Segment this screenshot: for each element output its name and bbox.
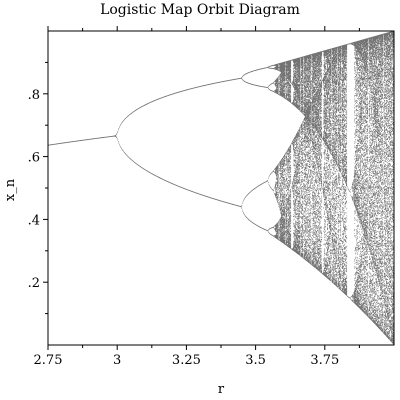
y-axis-ticks: .2 .4 .6 .8	[28, 61, 48, 315]
y-tick-label: .8	[28, 88, 40, 103]
y-tick-label: .2	[28, 276, 40, 291]
x-tick-label: 3.25	[172, 353, 201, 368]
y-tick-label: .6	[28, 151, 40, 166]
y-tick-label: .4	[28, 213, 40, 228]
x-axis-ticks: 2.75 3 3.25 3.5 3.75	[34, 26, 360, 368]
x-tick-label: 3	[113, 353, 121, 368]
x-tick-label: 3.5	[245, 353, 266, 368]
orbit-points-series	[48, 30, 395, 346]
x-axis-label: r	[218, 382, 225, 397]
y-axis-label: x_n	[3, 178, 18, 201]
chart-title: Logistic Map Orbit Diagram	[100, 2, 300, 18]
orbit-points	[48, 30, 395, 346]
x-tick-label: 3.75	[310, 353, 339, 368]
x-tick-label: 2.75	[34, 353, 63, 368]
